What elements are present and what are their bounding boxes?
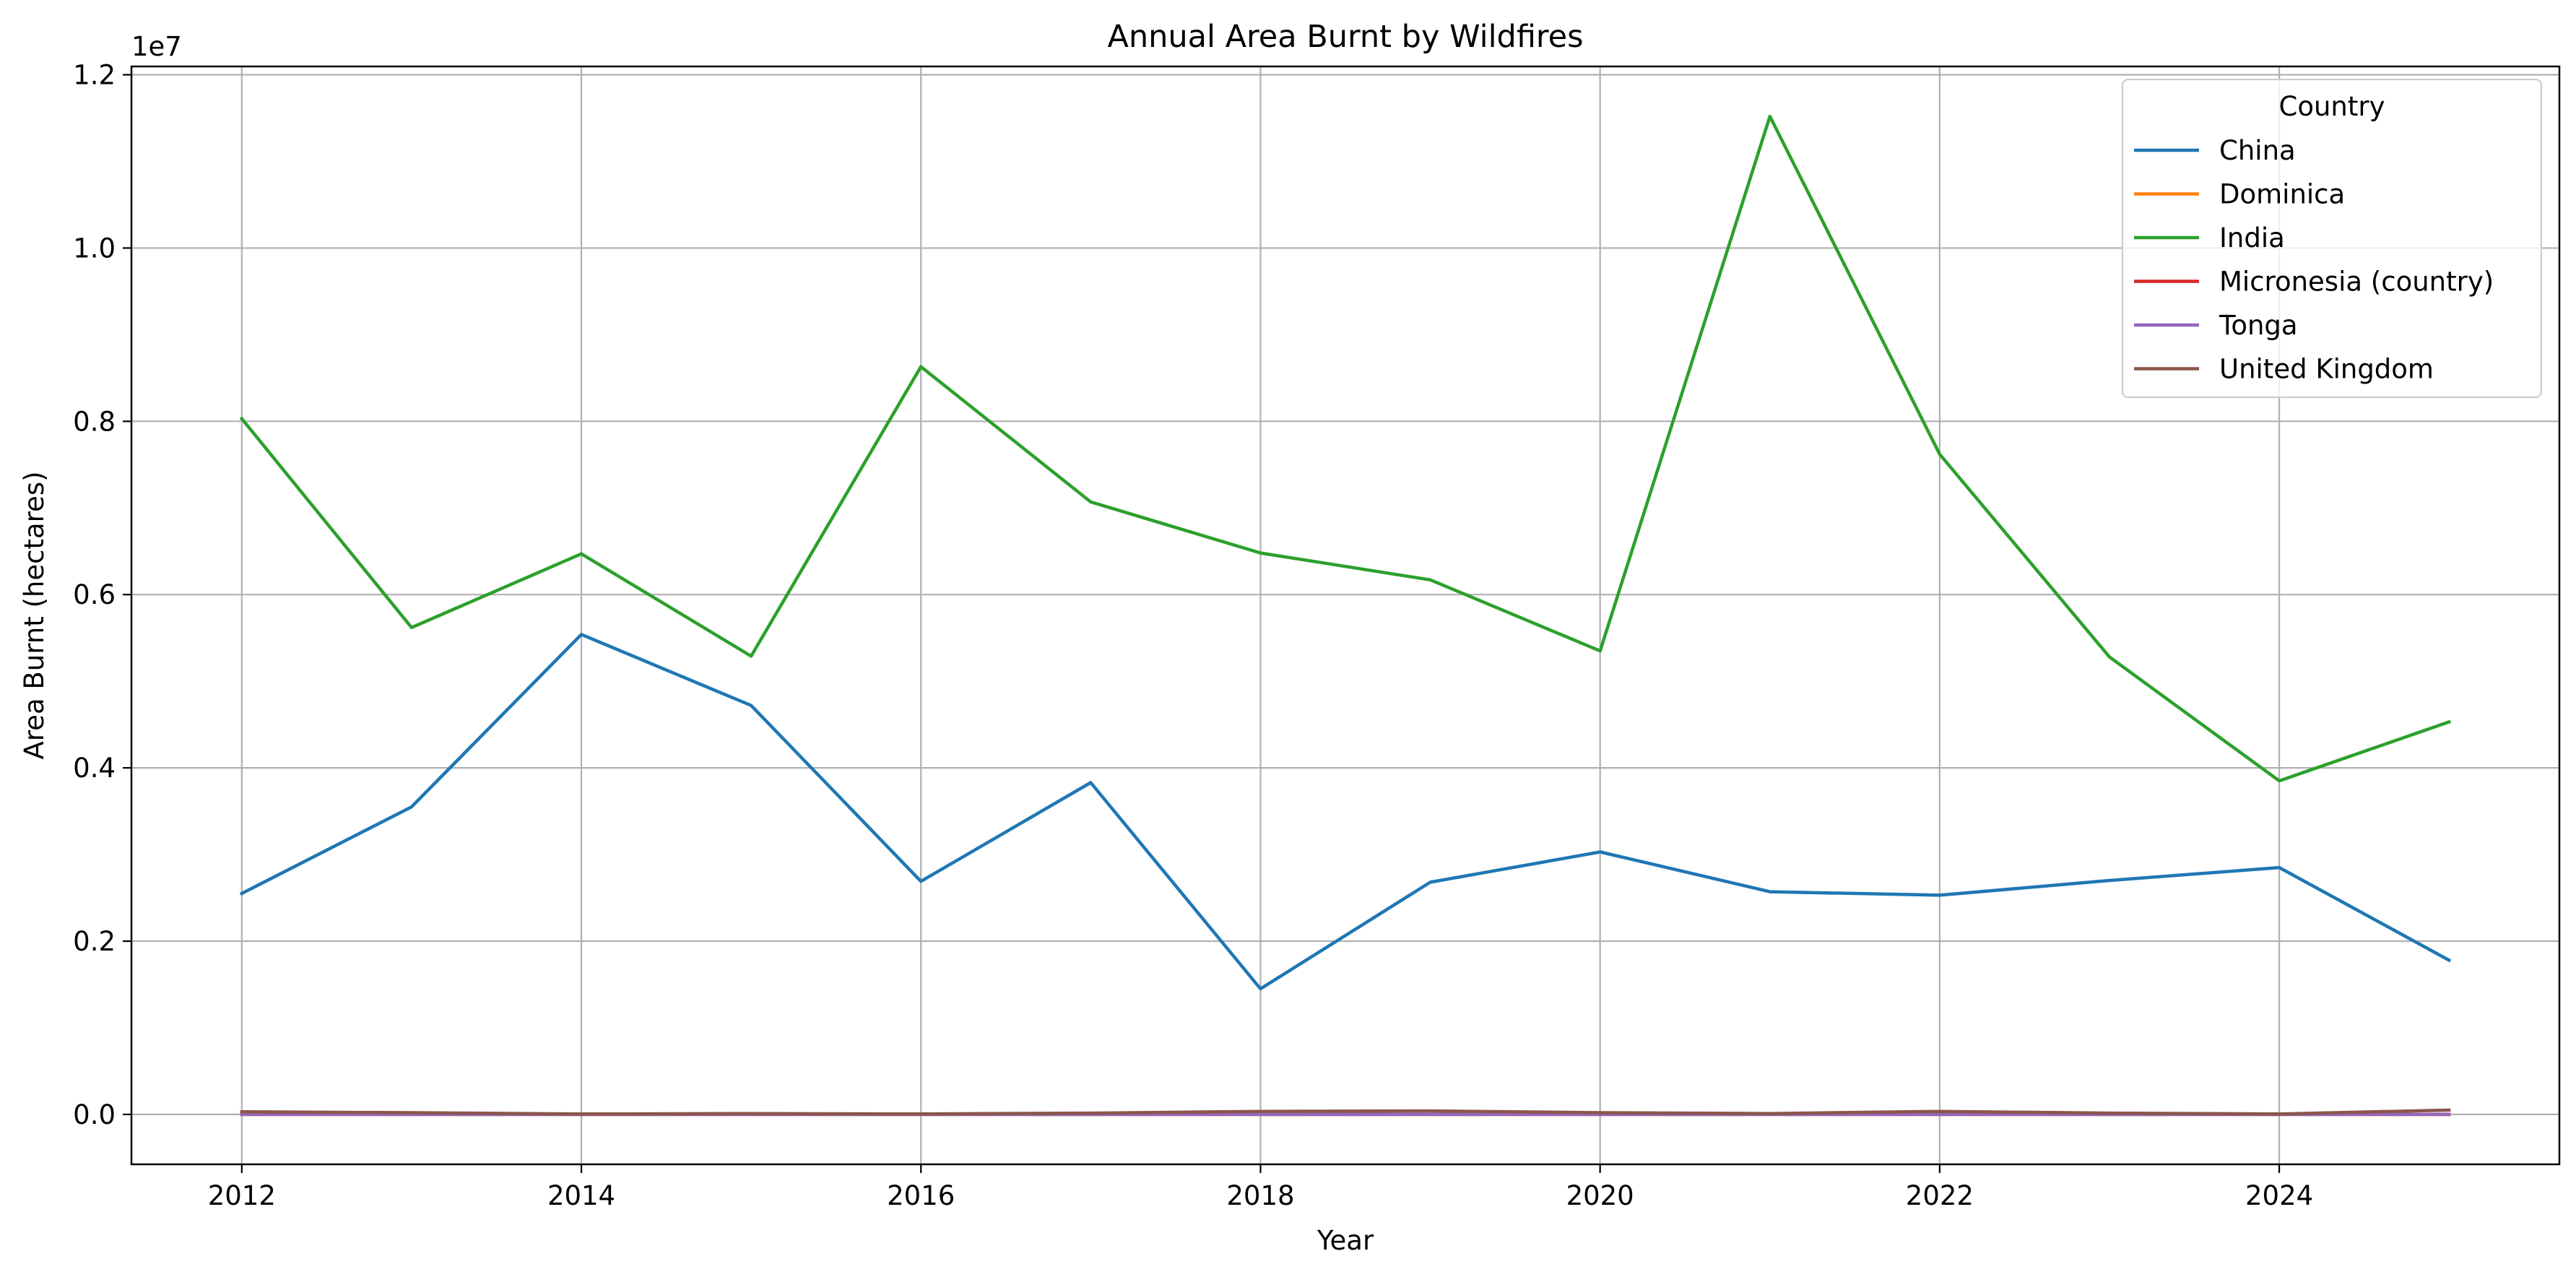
legend-entry-india: India xyxy=(2134,222,2285,254)
legend-entry-china: China xyxy=(2134,135,2296,166)
x-tick-label: 2016 xyxy=(887,1180,955,1211)
y-tick-label: 1.2 xyxy=(73,60,116,91)
x-tick-label: 2024 xyxy=(2245,1180,2313,1211)
legend-entry-dominica: Dominica xyxy=(2134,179,2345,210)
legend: Country China Dominica India Micronesia (co… xyxy=(2121,78,2543,399)
y-axis-ticks: 0.0 0.2 0.4 0.6 0.8 1.0 1.2 xyxy=(73,60,131,1130)
chart-title: Annual Area Burnt by Wildfires xyxy=(1107,19,1583,55)
legend-title: Country xyxy=(2279,91,2385,122)
x-tick-label: 2014 xyxy=(547,1180,615,1211)
legend-label: Tonga xyxy=(2219,310,2298,341)
legend-label: United Kingdom xyxy=(2219,354,2434,385)
x-axis-ticks: 2012 2014 2016 2018 2020 2022 2024 xyxy=(208,1164,2313,1211)
y-tick-label: 0.8 xyxy=(73,406,116,437)
y-tick-label: 0.2 xyxy=(73,926,116,957)
y-tick-label: 0.4 xyxy=(73,753,116,784)
legend-entry-united-kingdom: United Kingdom xyxy=(2134,354,2434,385)
legend-label: India xyxy=(2219,222,2285,254)
legend-box xyxy=(2121,78,2543,399)
legend-entry-tonga: Tonga xyxy=(2134,310,2298,341)
series-line-india xyxy=(239,114,2452,783)
series-line-united-kingdom xyxy=(240,1108,2451,1116)
legend-label: Micronesia (country) xyxy=(2219,267,2494,298)
series-lines xyxy=(239,114,2452,1117)
y-axis-label: Area Burnt (hectares) xyxy=(19,471,50,759)
series-line-china xyxy=(239,633,2452,991)
y-tick-label: 0.6 xyxy=(73,579,116,610)
legend-label: China xyxy=(2219,135,2296,166)
x-tick-label: 2012 xyxy=(208,1180,276,1211)
legend-label: Dominica xyxy=(2219,179,2345,210)
x-tick-label: 2020 xyxy=(1566,1180,1634,1211)
legend-entry-micronesia-country: Micronesia (country) xyxy=(2134,267,2494,298)
y-tick-label: 0.0 xyxy=(73,1099,116,1130)
y-axis-offset-label: 1e7 xyxy=(131,31,182,62)
x-tick-label: 2018 xyxy=(1226,1180,1294,1211)
legend-entries: China Dominica India Micronesia (country) To… xyxy=(2134,135,2494,385)
x-axis-label: Year xyxy=(1317,1225,1374,1256)
plot-area-frame xyxy=(130,65,2561,1166)
y-tick-label: 1.0 xyxy=(73,233,116,264)
x-tick-label: 2022 xyxy=(1906,1180,1974,1211)
